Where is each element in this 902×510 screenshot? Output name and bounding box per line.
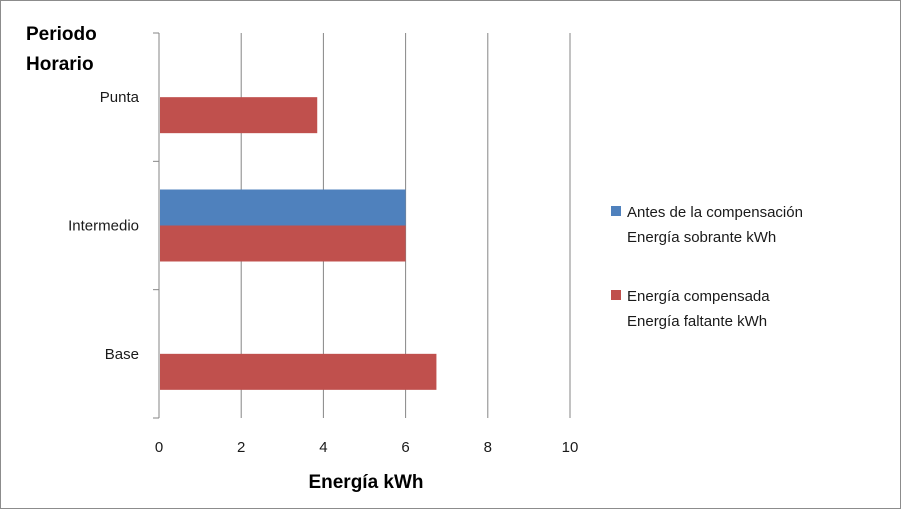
legend-label-antes-line-1: Antes de la compensación	[627, 204, 803, 221]
y-axis-title-line-1: Periodo	[26, 24, 97, 45]
legend-swatch-compensada	[611, 290, 621, 300]
bar-punta-series-2	[160, 97, 318, 134]
y-axis-ticks	[153, 32, 159, 419]
bar-intermedio-series-2	[160, 225, 406, 262]
legend-label-compensada-line-2: Energía faltante kWh	[627, 313, 767, 330]
y-axis-title-line-2: Horario	[26, 54, 94, 75]
y-category-label-punta: Punta	[100, 89, 140, 106]
x-tick-label-0: 0	[155, 439, 163, 456]
x-axis-tick-labels: 0 2 4 6 8 10	[155, 439, 579, 456]
x-tick-label-2: 2	[237, 439, 245, 456]
x-tick-label-8: 8	[484, 439, 492, 456]
bars	[160, 97, 437, 390]
legend-label-antes-line-2: Energía sobrante kWh	[627, 229, 776, 246]
x-tick-label-10: 10	[562, 439, 579, 456]
legend: Antes de la compensación Energía sobrant…	[611, 204, 803, 330]
x-tick-label-6: 6	[401, 439, 409, 456]
x-axis-title: Energía kWh	[308, 472, 423, 493]
y-category-label-base: Base	[105, 346, 139, 363]
bar-intermedio-series-1	[160, 189, 406, 226]
y-category-label-intermedio: Intermedio	[68, 218, 139, 235]
y-axis-category-labels: Punta Intermedio Base	[68, 89, 140, 363]
x-tick-label-4: 4	[319, 439, 327, 456]
bar-base-series-2	[160, 353, 437, 390]
legend-label-compensada-line-1: Energía compensada	[627, 288, 770, 305]
legend-swatch-antes	[611, 206, 621, 216]
